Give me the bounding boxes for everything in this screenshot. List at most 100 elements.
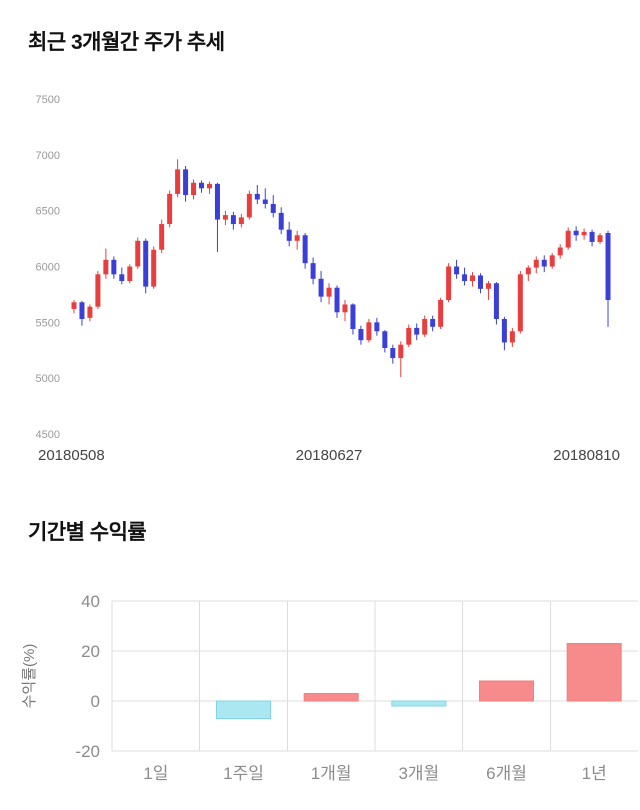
return-bar-positive (303, 693, 359, 702)
bar-category-label: 1년 (582, 764, 607, 783)
candle-body-down (358, 329, 364, 341)
candle-body-up (533, 259, 539, 268)
bar-category-label: 1일 (143, 764, 168, 783)
candle-body-up (167, 193, 173, 225)
candle-body-up (581, 231, 587, 236)
candle-body-up (222, 215, 228, 220)
candle-y-tick-label: 6500 (36, 206, 60, 218)
candle-body-up (95, 274, 101, 307)
candle-body-up (342, 304, 348, 313)
candle-body-up (446, 266, 452, 300)
return-bar-positive (479, 680, 534, 702)
candle-body-down (414, 327, 420, 335)
candle-body-up (326, 287, 332, 297)
candlestick-chart: 7500 7000 6500 6000 5500 5000 4500 (36, 94, 611, 441)
candle-body-down (382, 331, 388, 349)
candle-body-up (517, 274, 523, 332)
candle-body-up (565, 230, 571, 248)
candle-body-up (159, 224, 165, 250)
bar-category-label: 1개월 (311, 764, 352, 783)
bar-y-tick-label: 0 (91, 692, 100, 711)
candle-body-up (422, 318, 428, 335)
bar-y-tick-label: 20 (81, 642, 100, 661)
candle-body-down (462, 274, 468, 282)
candle-body-down (270, 203, 276, 213)
candle-body-up (175, 169, 181, 194)
candle-body-down (262, 199, 268, 204)
candle-body-down (589, 231, 595, 242)
candle-body-down (199, 182, 205, 189)
candle-body-up (470, 275, 476, 282)
candle-body-up (509, 331, 515, 343)
candle-body-down (374, 322, 380, 332)
candle-body-down (214, 183, 220, 220)
candle-body-down (278, 212, 284, 230)
candle-y-tick-label: 7000 (36, 150, 60, 162)
candle-body-down (302, 235, 308, 264)
candle-body-up (135, 240, 141, 267)
candle-body-down (183, 169, 189, 196)
candle-body-up (87, 306, 93, 318)
return-bar-positive (566, 643, 622, 702)
candle-body-up (406, 327, 412, 345)
candle-body-up (151, 249, 157, 287)
candle-body-down (334, 287, 340, 313)
bar-category-label: 6개월 (486, 764, 527, 783)
bar-y-axis-title: 수익률(%) (21, 644, 38, 709)
candle-body-up (438, 300, 444, 327)
candle-body-down (318, 278, 324, 297)
candle-body-down (501, 318, 507, 343)
candle-body-up (597, 235, 603, 242)
return-bar-negative (216, 700, 271, 719)
candle-body-up (238, 217, 244, 225)
candle-body-down (493, 283, 499, 319)
candle-body-up (294, 235, 300, 241)
candle-body-down (119, 274, 125, 282)
price-trend-title: 최근 3개월간 주가 추세 (28, 31, 225, 54)
candle-y-tick-label: 4500 (36, 429, 60, 441)
bar-category-label: 1주일 (223, 764, 264, 783)
x-axis-label-start: 20180508 (38, 447, 105, 464)
candle-body-up (191, 182, 197, 196)
candle-y-tick-label: 6000 (36, 262, 60, 274)
candle-body-down (310, 263, 316, 279)
bar-y-tick-label: 40 (81, 592, 100, 611)
candle-body-up (557, 247, 563, 256)
candle-body-down (390, 348, 396, 359)
candle-body-down (143, 240, 149, 287)
candle-y-tick-label: 5500 (36, 317, 60, 329)
candle-body-down (573, 230, 579, 236)
candle-y-tick-label: 7500 (36, 94, 60, 106)
candle-body-down (230, 215, 236, 225)
candle-body-down (111, 259, 117, 275)
candle-y-tick-label: 5000 (36, 373, 60, 385)
candle-body-down (454, 266, 460, 275)
candle-body-up (549, 255, 555, 267)
candle-body-down (350, 304, 356, 330)
bar-category-label: 3개월 (398, 764, 439, 783)
candle-body-up (246, 193, 252, 218)
candle-body-down (430, 318, 436, 327)
candle-body-up (366, 322, 372, 341)
candle-body-down (605, 233, 611, 300)
candle-body-up (206, 183, 212, 189)
bar-y-tick-label: -20 (75, 742, 100, 761)
return-bar-negative (391, 700, 447, 707)
candlestick-x-axis: 20180508 20180627 20180810 (0, 447, 640, 464)
candle-body-down (541, 259, 547, 267)
candle-body-up (525, 267, 531, 275)
candle-body-up (103, 259, 109, 275)
candle-body-up (485, 283, 491, 289)
x-axis-label-mid: 20180627 (295, 447, 363, 464)
x-axis-label-end: 20180810 (553, 447, 620, 464)
returns-title: 기간별 수익률 (28, 521, 147, 544)
candle-body-down (477, 275, 483, 289)
candle-body-down (79, 302, 85, 319)
candle-body-up (127, 266, 133, 282)
candle-body-down (254, 193, 260, 200)
candle-body-down (286, 229, 292, 241)
candle-body-up (398, 344, 404, 359)
returns-bar-chart: 40 20 0 -20 수익률(%) 1일 1주일 1개월 3개월 6개월 1년 (21, 592, 638, 783)
candle-body-up (71, 302, 77, 309)
